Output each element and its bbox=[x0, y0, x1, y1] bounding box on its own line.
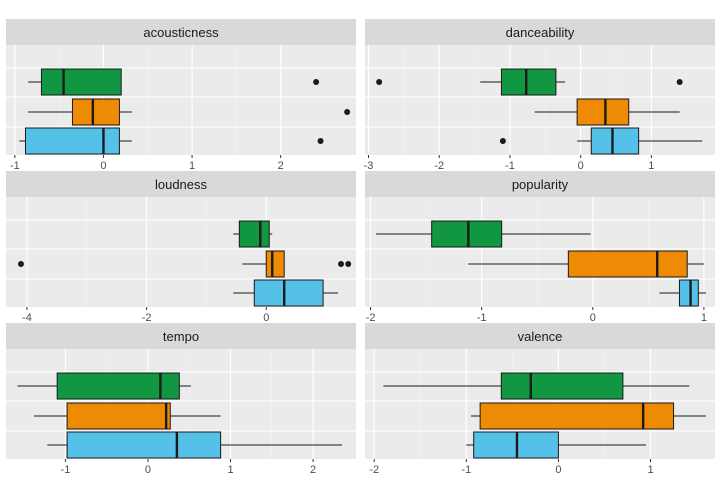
boxplot-3 bbox=[233, 279, 339, 307]
outlier-point bbox=[317, 138, 324, 144]
outlier-point bbox=[17, 261, 24, 267]
iqr-box bbox=[71, 98, 120, 126]
iqr-box bbox=[238, 220, 270, 248]
strip-label: popularity bbox=[512, 177, 569, 192]
strip-label: valence bbox=[518, 329, 563, 344]
iqr-box bbox=[590, 127, 640, 155]
panel-tempo: tempo -1 0 1 2 bbox=[6, 323, 356, 476]
x-tick-label: 0 bbox=[145, 464, 151, 476]
outlier-point bbox=[499, 138, 506, 144]
boxplot-2 bbox=[470, 402, 706, 430]
iqr-box bbox=[479, 402, 675, 430]
panel-acousticness: acousticness -1 0 1 2 bbox=[6, 19, 356, 172]
x-tick-label: -2 bbox=[366, 312, 376, 324]
iqr-box bbox=[253, 279, 324, 307]
boxplot-3 bbox=[466, 431, 646, 459]
outlier-point bbox=[345, 261, 352, 267]
boxplot-2 bbox=[34, 402, 221, 430]
iqr-box bbox=[500, 68, 557, 96]
boxplot-2 bbox=[28, 98, 351, 126]
strip-background bbox=[365, 323, 715, 349]
strip-label: acousticness bbox=[143, 25, 219, 40]
panel-valence: valence -2 -1 0 1 bbox=[365, 323, 715, 476]
x-tick-label: -1 bbox=[10, 160, 20, 172]
boxplot-3 bbox=[19, 127, 324, 155]
boxplot-1 bbox=[376, 68, 683, 96]
x-tick-label: 2 bbox=[278, 160, 284, 172]
x-tick-label: -2 bbox=[369, 464, 379, 476]
boxplot-1 bbox=[383, 372, 690, 400]
x-tick-label: -4 bbox=[22, 312, 32, 324]
x-tick-label: -2 bbox=[142, 312, 152, 324]
boxplot-3 bbox=[47, 431, 342, 459]
x-tick-label: 0 bbox=[263, 312, 269, 324]
boxplot-3 bbox=[499, 127, 703, 155]
iqr-box bbox=[56, 372, 180, 400]
x-tick-label: 0 bbox=[555, 464, 561, 476]
x-tick-label: -1 bbox=[505, 160, 515, 172]
boxplot-1 bbox=[376, 220, 591, 248]
iqr-box bbox=[66, 402, 171, 430]
boxplot-2 bbox=[534, 98, 680, 126]
boxplot-2 bbox=[17, 250, 352, 278]
panel-background bbox=[365, 45, 715, 155]
x-tick-label: 1 bbox=[701, 312, 707, 324]
x-tick-label: -2 bbox=[434, 160, 444, 172]
strip-background bbox=[365, 19, 715, 45]
x-tick-label: 1 bbox=[189, 160, 195, 172]
iqr-box bbox=[24, 127, 120, 155]
iqr-box bbox=[567, 250, 688, 278]
panel-loudness: loudness -4 -2 0 bbox=[6, 171, 356, 324]
x-tick-label: 1 bbox=[647, 464, 653, 476]
x-tick-label: -1 bbox=[477, 312, 487, 324]
panel-popularity: popularity -2 -1 0 1 bbox=[365, 171, 715, 324]
strip-background bbox=[6, 171, 356, 197]
x-tick-label: 0 bbox=[590, 312, 596, 324]
boxplot-1 bbox=[233, 220, 273, 248]
strip-background bbox=[6, 323, 356, 349]
x-tick-label: -1 bbox=[461, 464, 471, 476]
strip-label: loudness bbox=[155, 177, 208, 192]
outlier-point bbox=[344, 109, 351, 115]
iqr-box bbox=[678, 279, 699, 307]
outlier-point bbox=[313, 79, 320, 85]
strip-label: danceability bbox=[506, 25, 575, 40]
boxplot-2 bbox=[468, 250, 704, 278]
boxplot-1 bbox=[28, 68, 320, 96]
outlier-point bbox=[376, 79, 383, 85]
iqr-box bbox=[576, 98, 630, 126]
x-tick-label: 0 bbox=[100, 160, 106, 172]
x-tick-label: 2 bbox=[310, 464, 316, 476]
iqr-box bbox=[431, 220, 503, 248]
panel-danceability: danceability -3 -2 -1 0 1 bbox=[364, 19, 715, 172]
boxplot-1 bbox=[17, 372, 191, 400]
x-tick-label: 0 bbox=[578, 160, 584, 172]
iqr-box bbox=[40, 68, 122, 96]
x-tick-label: 1 bbox=[648, 160, 654, 172]
strip-background bbox=[6, 19, 356, 45]
outlier-point bbox=[676, 79, 683, 85]
x-tick-label: 1 bbox=[227, 464, 233, 476]
strip-label: tempo bbox=[163, 329, 199, 344]
boxplot-3 bbox=[659, 279, 707, 307]
x-tick-label: -1 bbox=[61, 464, 71, 476]
outlier-point bbox=[338, 261, 345, 267]
iqr-box bbox=[500, 372, 624, 400]
strip-background bbox=[365, 171, 715, 197]
iqr-box bbox=[66, 431, 222, 459]
iqr-box bbox=[265, 250, 285, 278]
x-tick-label: -3 bbox=[364, 160, 374, 172]
